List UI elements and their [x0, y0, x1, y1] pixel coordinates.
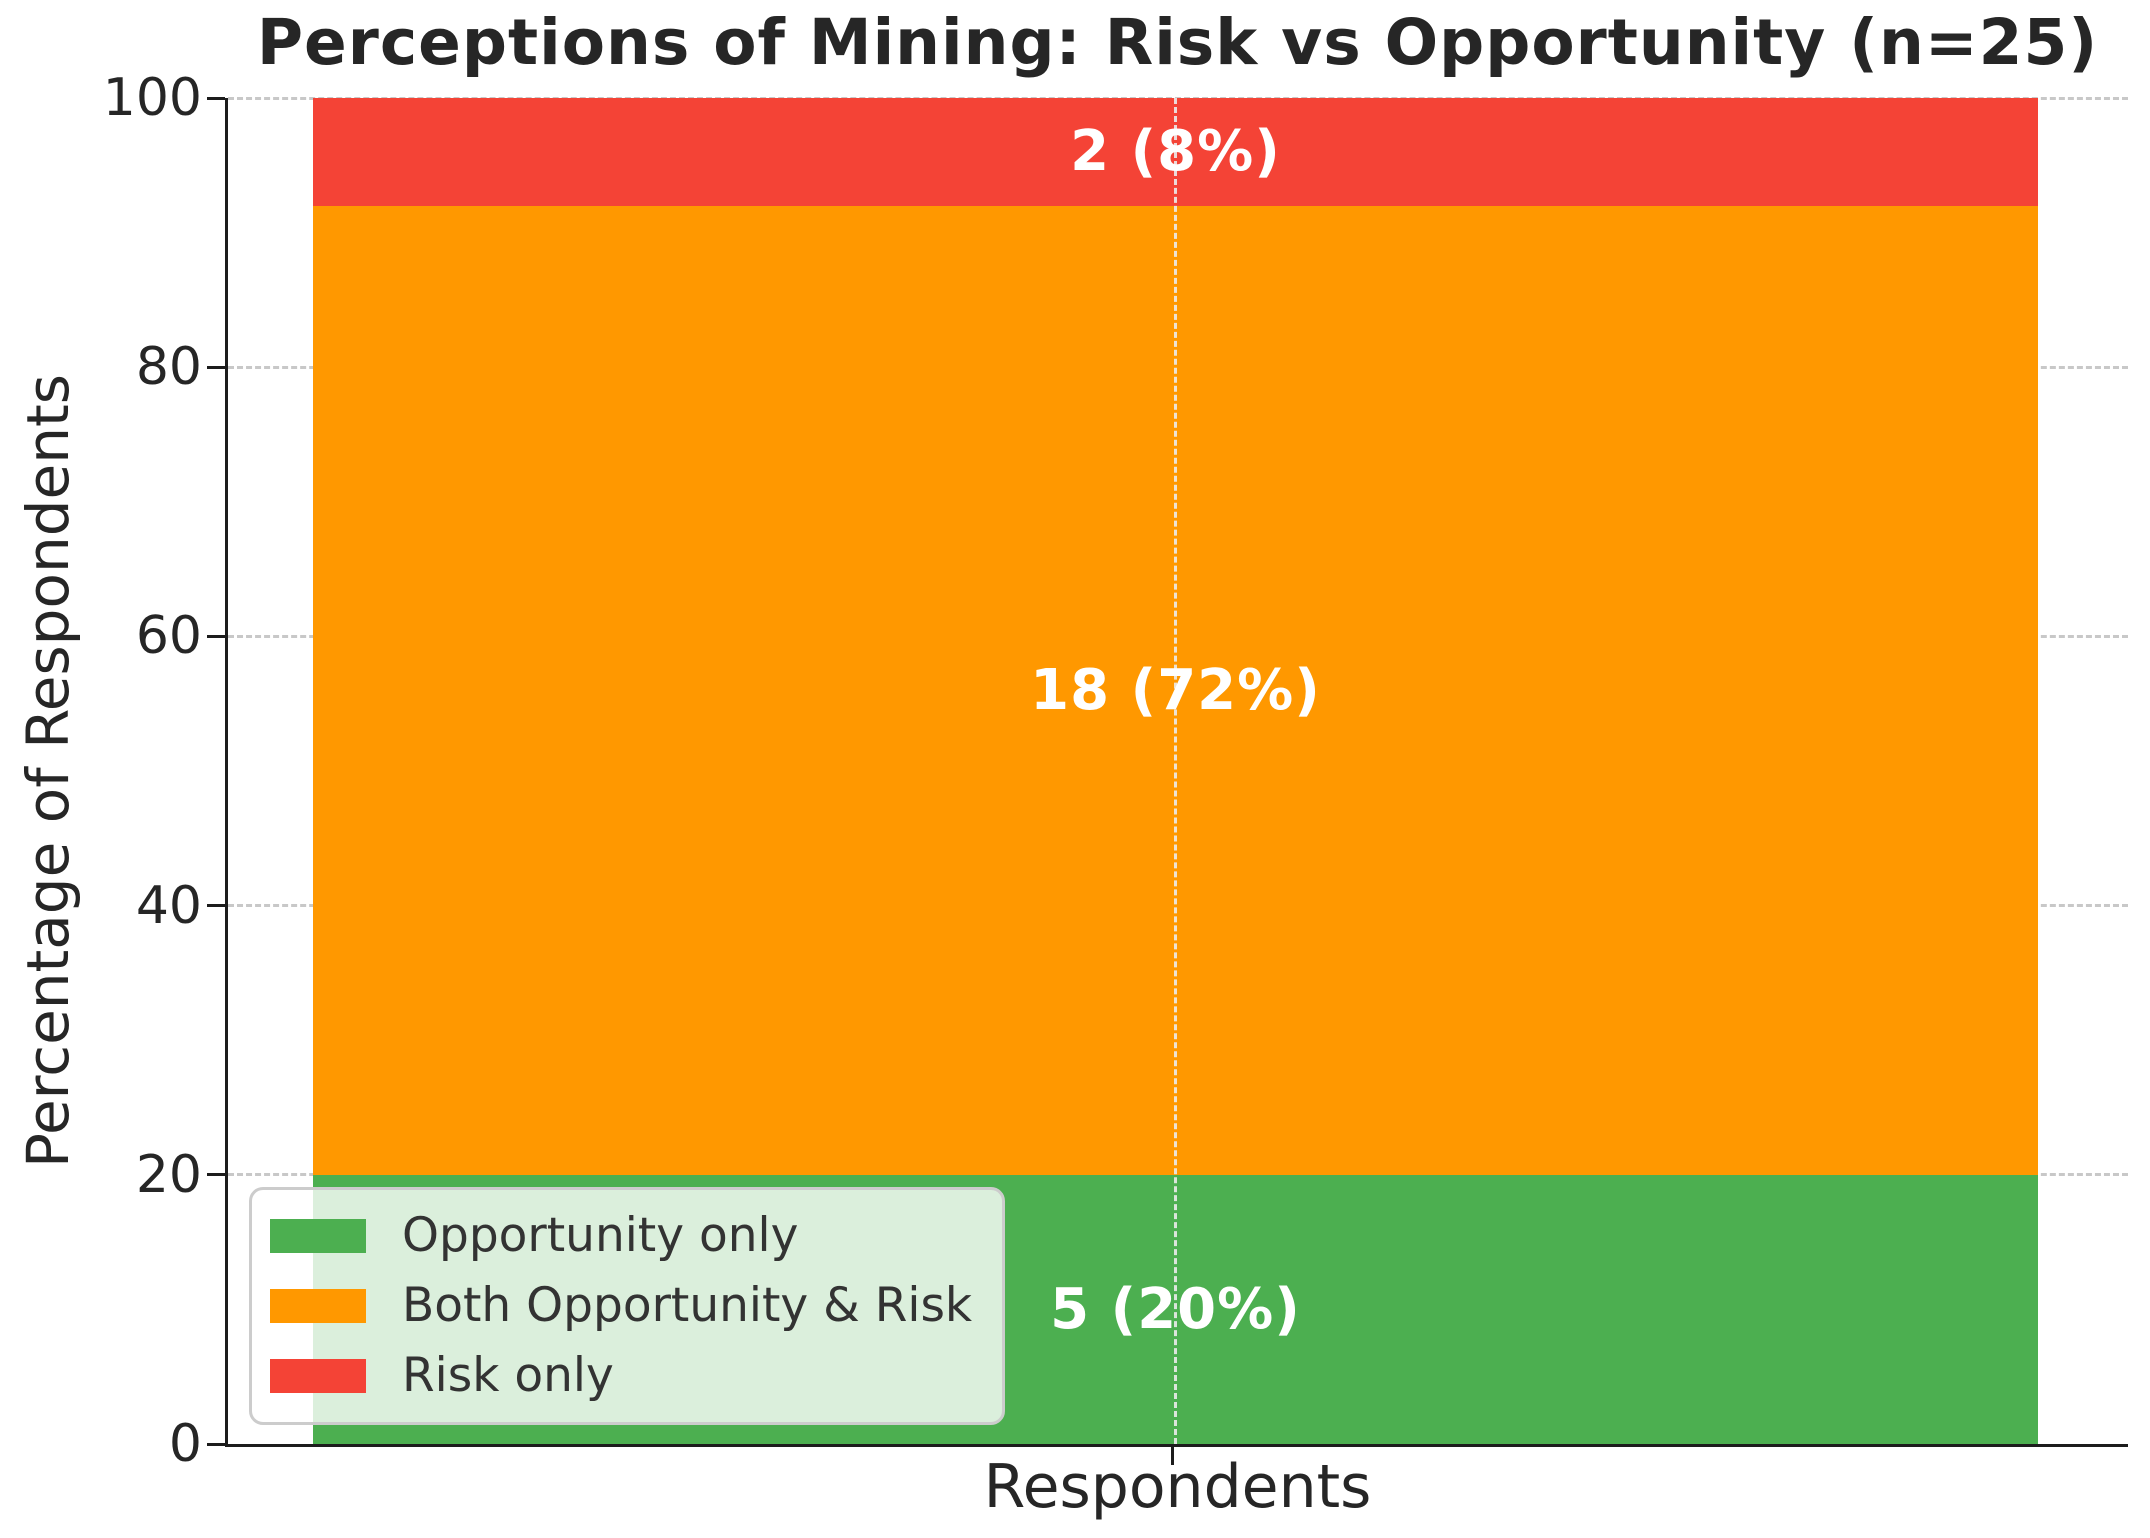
y-tick-80 — [207, 365, 225, 369]
legend-item-both-opportunity-risk: Both Opportunity & Risk — [270, 1278, 972, 1334]
legend-swatch-risk-only — [270, 1359, 366, 1393]
legend-label-both-opportunity-risk: Both Opportunity & Risk — [402, 1278, 973, 1333]
legend-label-risk-only: Risk only — [402, 1348, 614, 1403]
legend-label-opportunity-only: Opportunity only — [402, 1208, 799, 1263]
legend-swatch-opportunity-only — [270, 1219, 366, 1253]
y-tick-label-20: 20 — [135, 1144, 202, 1205]
y-tick-60 — [207, 634, 225, 638]
y-tick-label-80: 80 — [135, 337, 202, 398]
chart-title: Perceptions of Mining: Risk vs Opportuni… — [256, 6, 2099, 79]
x-gridline-center — [1173, 98, 1177, 1444]
plot-area: 5 (20%) 18 (72%) 2 (8%) — [225, 96, 2128, 1447]
stacked-bar: 5 (20%) 18 (72%) 2 (8%) — [313, 98, 2038, 1444]
x-axis-label: Respondents — [983, 1452, 1372, 1522]
y-tick-0 — [207, 1442, 225, 1446]
y-tick-100 — [207, 96, 225, 100]
y-tick-label-60: 60 — [135, 606, 202, 667]
x-tick-mark — [1171, 1447, 1174, 1465]
legend: Opportunity only Both Opportunity & Risk R… — [249, 1187, 1006, 1425]
y-tick-label-0: 0 — [168, 1414, 202, 1474]
y-tick-label-100: 100 — [102, 68, 202, 128]
bar-segment-label-risk-only: 2 (8%) — [1070, 119, 1281, 185]
y-tick-40 — [207, 904, 225, 908]
legend-item-opportunity-only: Opportunity only — [270, 1208, 972, 1264]
y-tick-20 — [207, 1173, 225, 1177]
bar-segment-label-both-opportunity-risk: 18 (72%) — [1030, 657, 1321, 723]
legend-swatch-both-opportunity-risk — [270, 1289, 366, 1323]
y-tick-label-40: 40 — [135, 875, 202, 936]
legend-item-risk-only: Risk only — [270, 1348, 972, 1404]
bar-segment-label-opportunity-only: 5 (20%) — [1050, 1276, 1301, 1342]
gridline-100 — [228, 96, 2128, 100]
y-axis-label: Percentage of Respondents — [14, 374, 82, 1168]
